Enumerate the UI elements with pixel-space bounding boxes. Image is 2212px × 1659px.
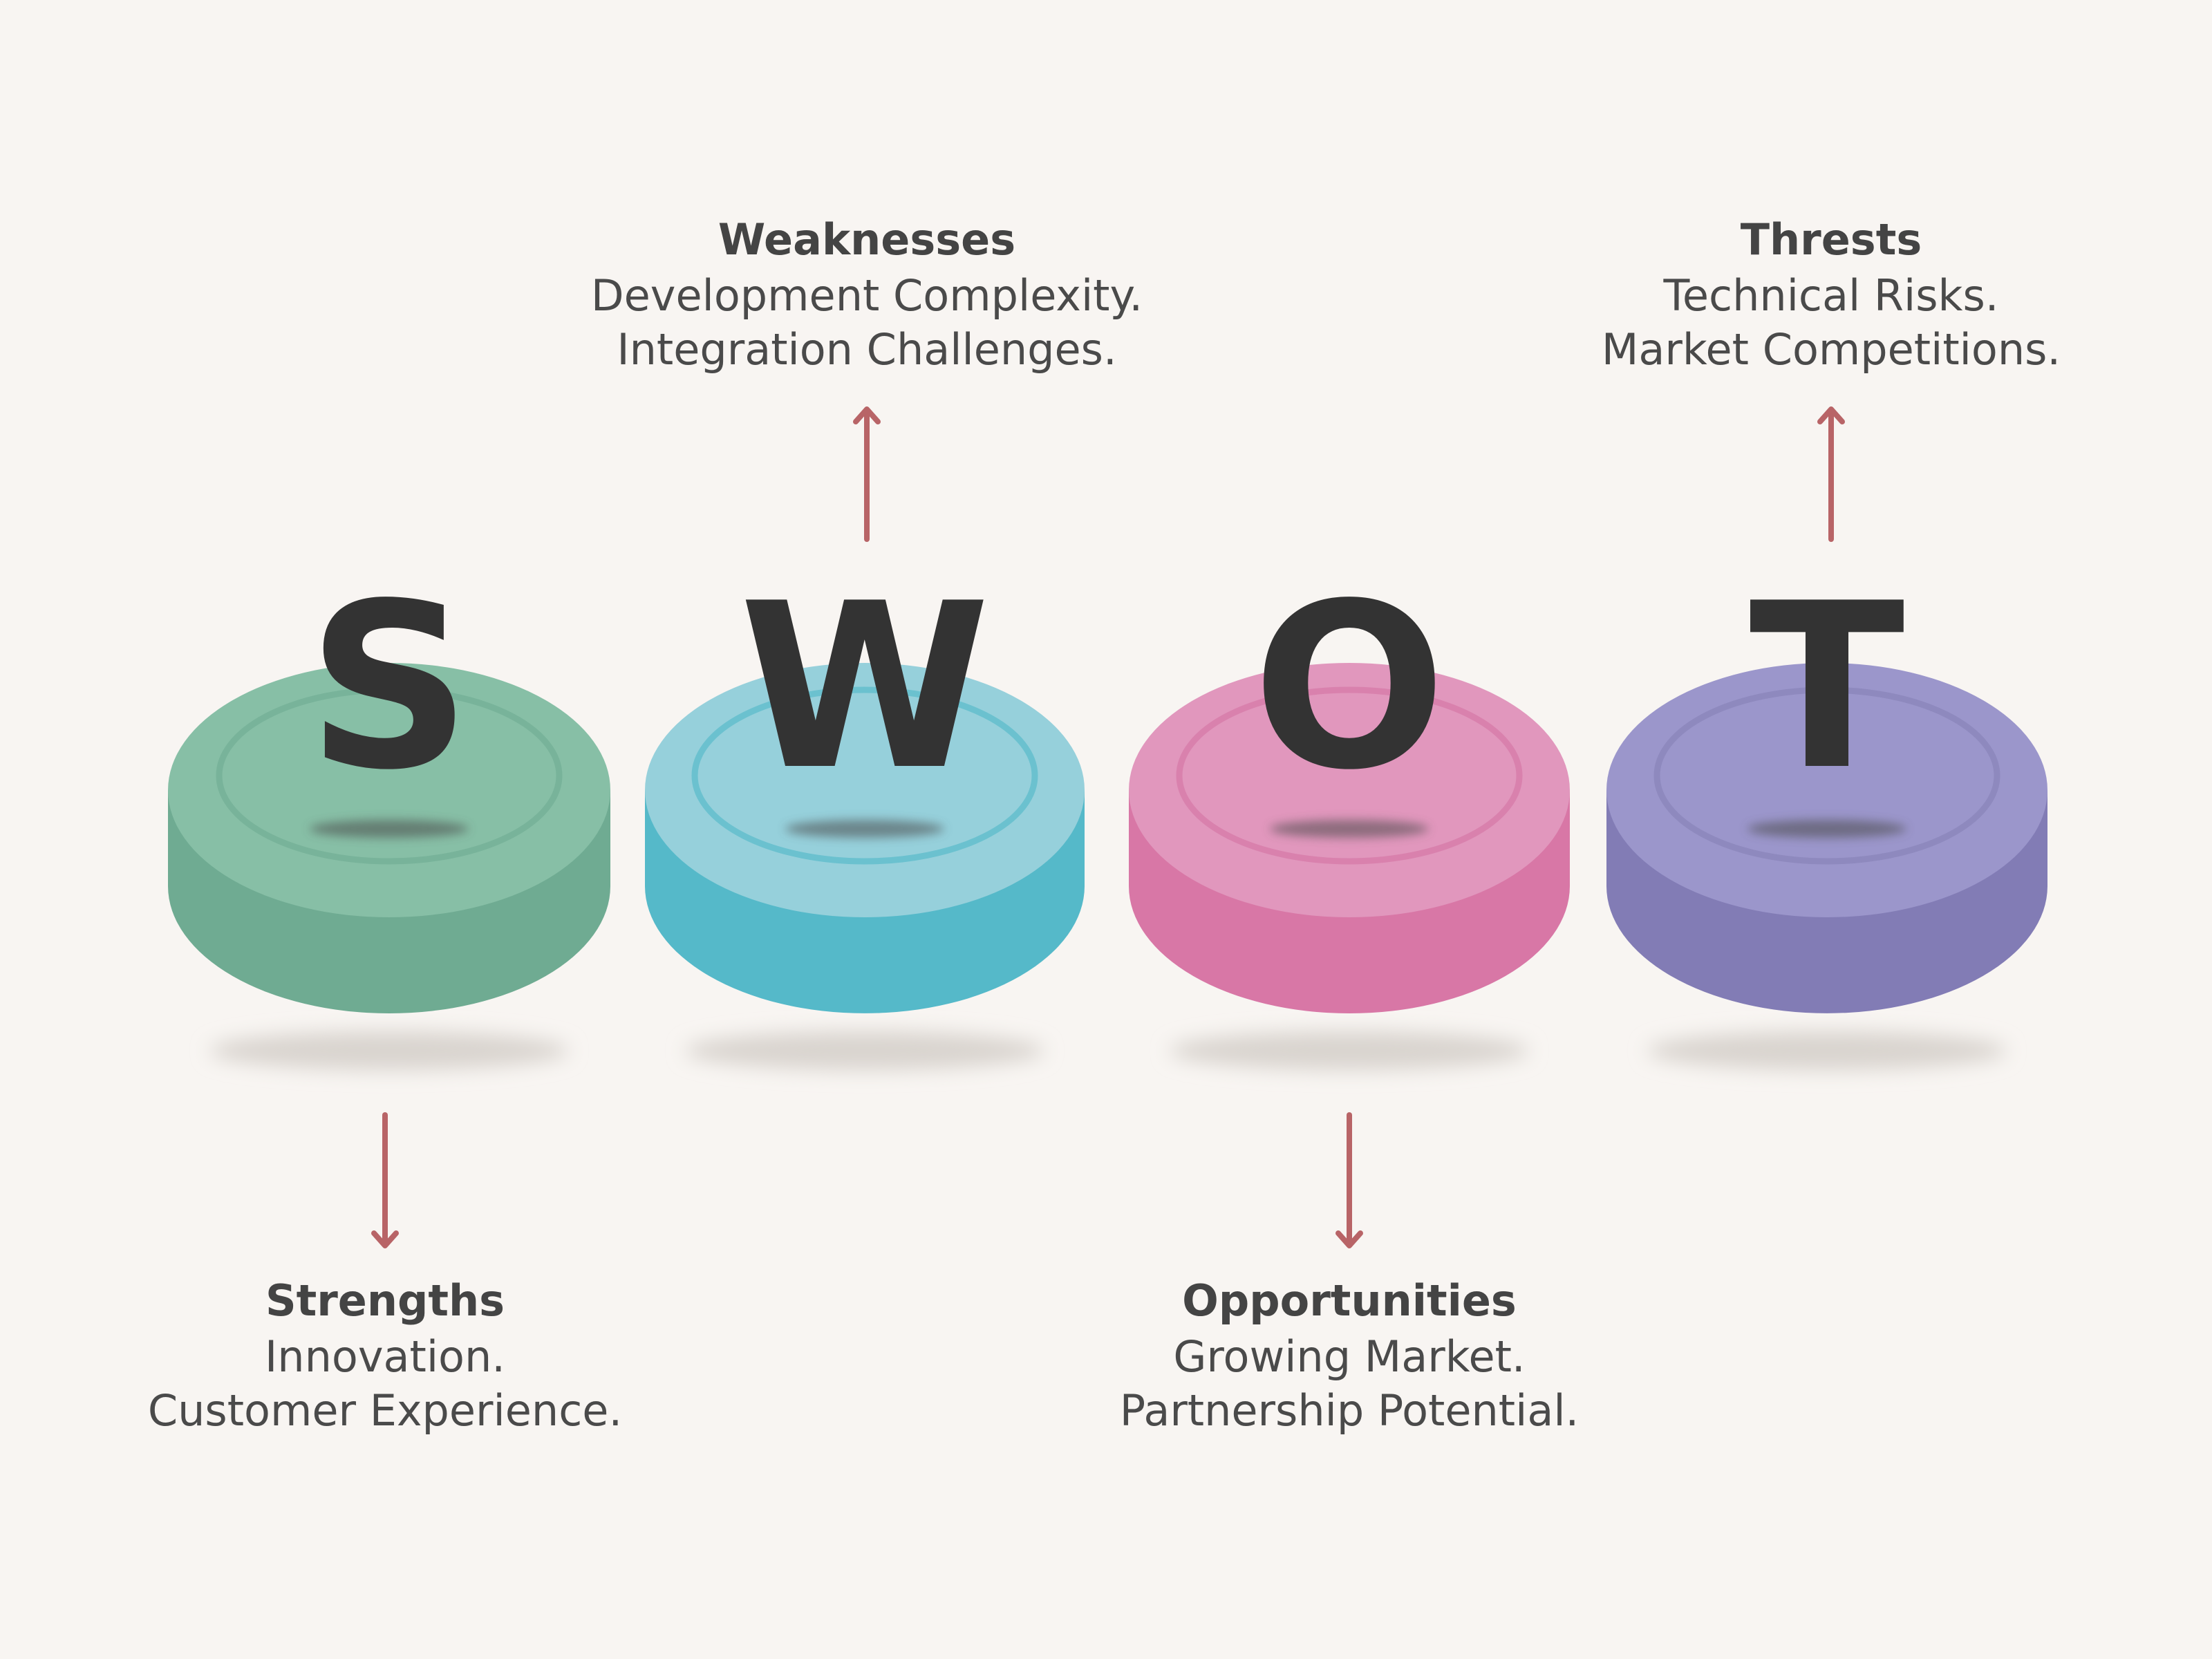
ground-shadow: [1170, 1031, 1529, 1070]
disc-top: [1606, 663, 2047, 917]
ground-shadow: [209, 1031, 569, 1070]
threats-line-1: Technical Risks.: [1663, 270, 1999, 321]
disc-inner-shadow: [310, 820, 469, 838]
weaknesses-line-2: Integration Challenges.: [617, 324, 1117, 375]
disc-weaknesses: W: [645, 554, 1085, 1070]
strengths-title: Strengths: [265, 1275, 505, 1326]
strengths-block: Strengths Innovation. Customer Experienc…: [74, 1272, 696, 1438]
opportunities-line-1: Growing Market.: [1173, 1331, 1526, 1382]
letter-s: S: [307, 554, 471, 820]
strengths-line-1: Innovation.: [265, 1331, 505, 1382]
threats-title: Thrests: [1740, 214, 1922, 265]
opportunities-line-2: Partnership Potential.: [1119, 1385, 1580, 1436]
weaknesses-line-1: Development Complexity.: [590, 270, 1143, 321]
letter-t: T: [1749, 554, 1906, 820]
disc-threats: T: [1606, 554, 2047, 1070]
weaknesses-title: Weaknesses: [718, 214, 1016, 265]
ground-shadow: [685, 1031, 1044, 1070]
disc-groove: [691, 686, 1038, 865]
threats-line-2: Market Competitions.: [1601, 324, 2061, 375]
arrow-threats-up: [1817, 406, 1845, 542]
arrow-strengths-down: [371, 1112, 399, 1248]
arrow-opportunities-down: [1335, 1112, 1363, 1248]
arrow-weaknesses-up: [853, 406, 881, 542]
opportunities-title: Opportunities: [1182, 1275, 1517, 1326]
disc-groove: [216, 686, 563, 865]
threats-block: Thrests Technical Risks. Market Competit…: [1520, 211, 2142, 377]
disc-opportunities: O: [1129, 554, 1570, 1070]
ground-shadow: [1647, 1031, 2007, 1070]
letter-w: W: [739, 554, 991, 820]
disc-top: [645, 663, 1085, 917]
disc-inner-shadow: [1270, 820, 1429, 838]
opportunities-block: Opportunities Growing Market. Partnershi…: [1038, 1272, 1660, 1438]
disc-groove: [1176, 686, 1523, 865]
disc-groove: [1653, 686, 2000, 865]
disc-inner-shadow: [785, 820, 944, 838]
strengths-line-2: Customer Experience.: [147, 1385, 623, 1436]
disc-top: [1129, 663, 1570, 917]
disc-top: [168, 663, 610, 917]
disc-inner-shadow: [1747, 820, 1906, 838]
weaknesses-block: Weaknesses Development Complexity. Integ…: [556, 211, 1178, 377]
disc-strengths: S: [168, 554, 610, 1070]
letter-o: O: [1253, 554, 1447, 820]
